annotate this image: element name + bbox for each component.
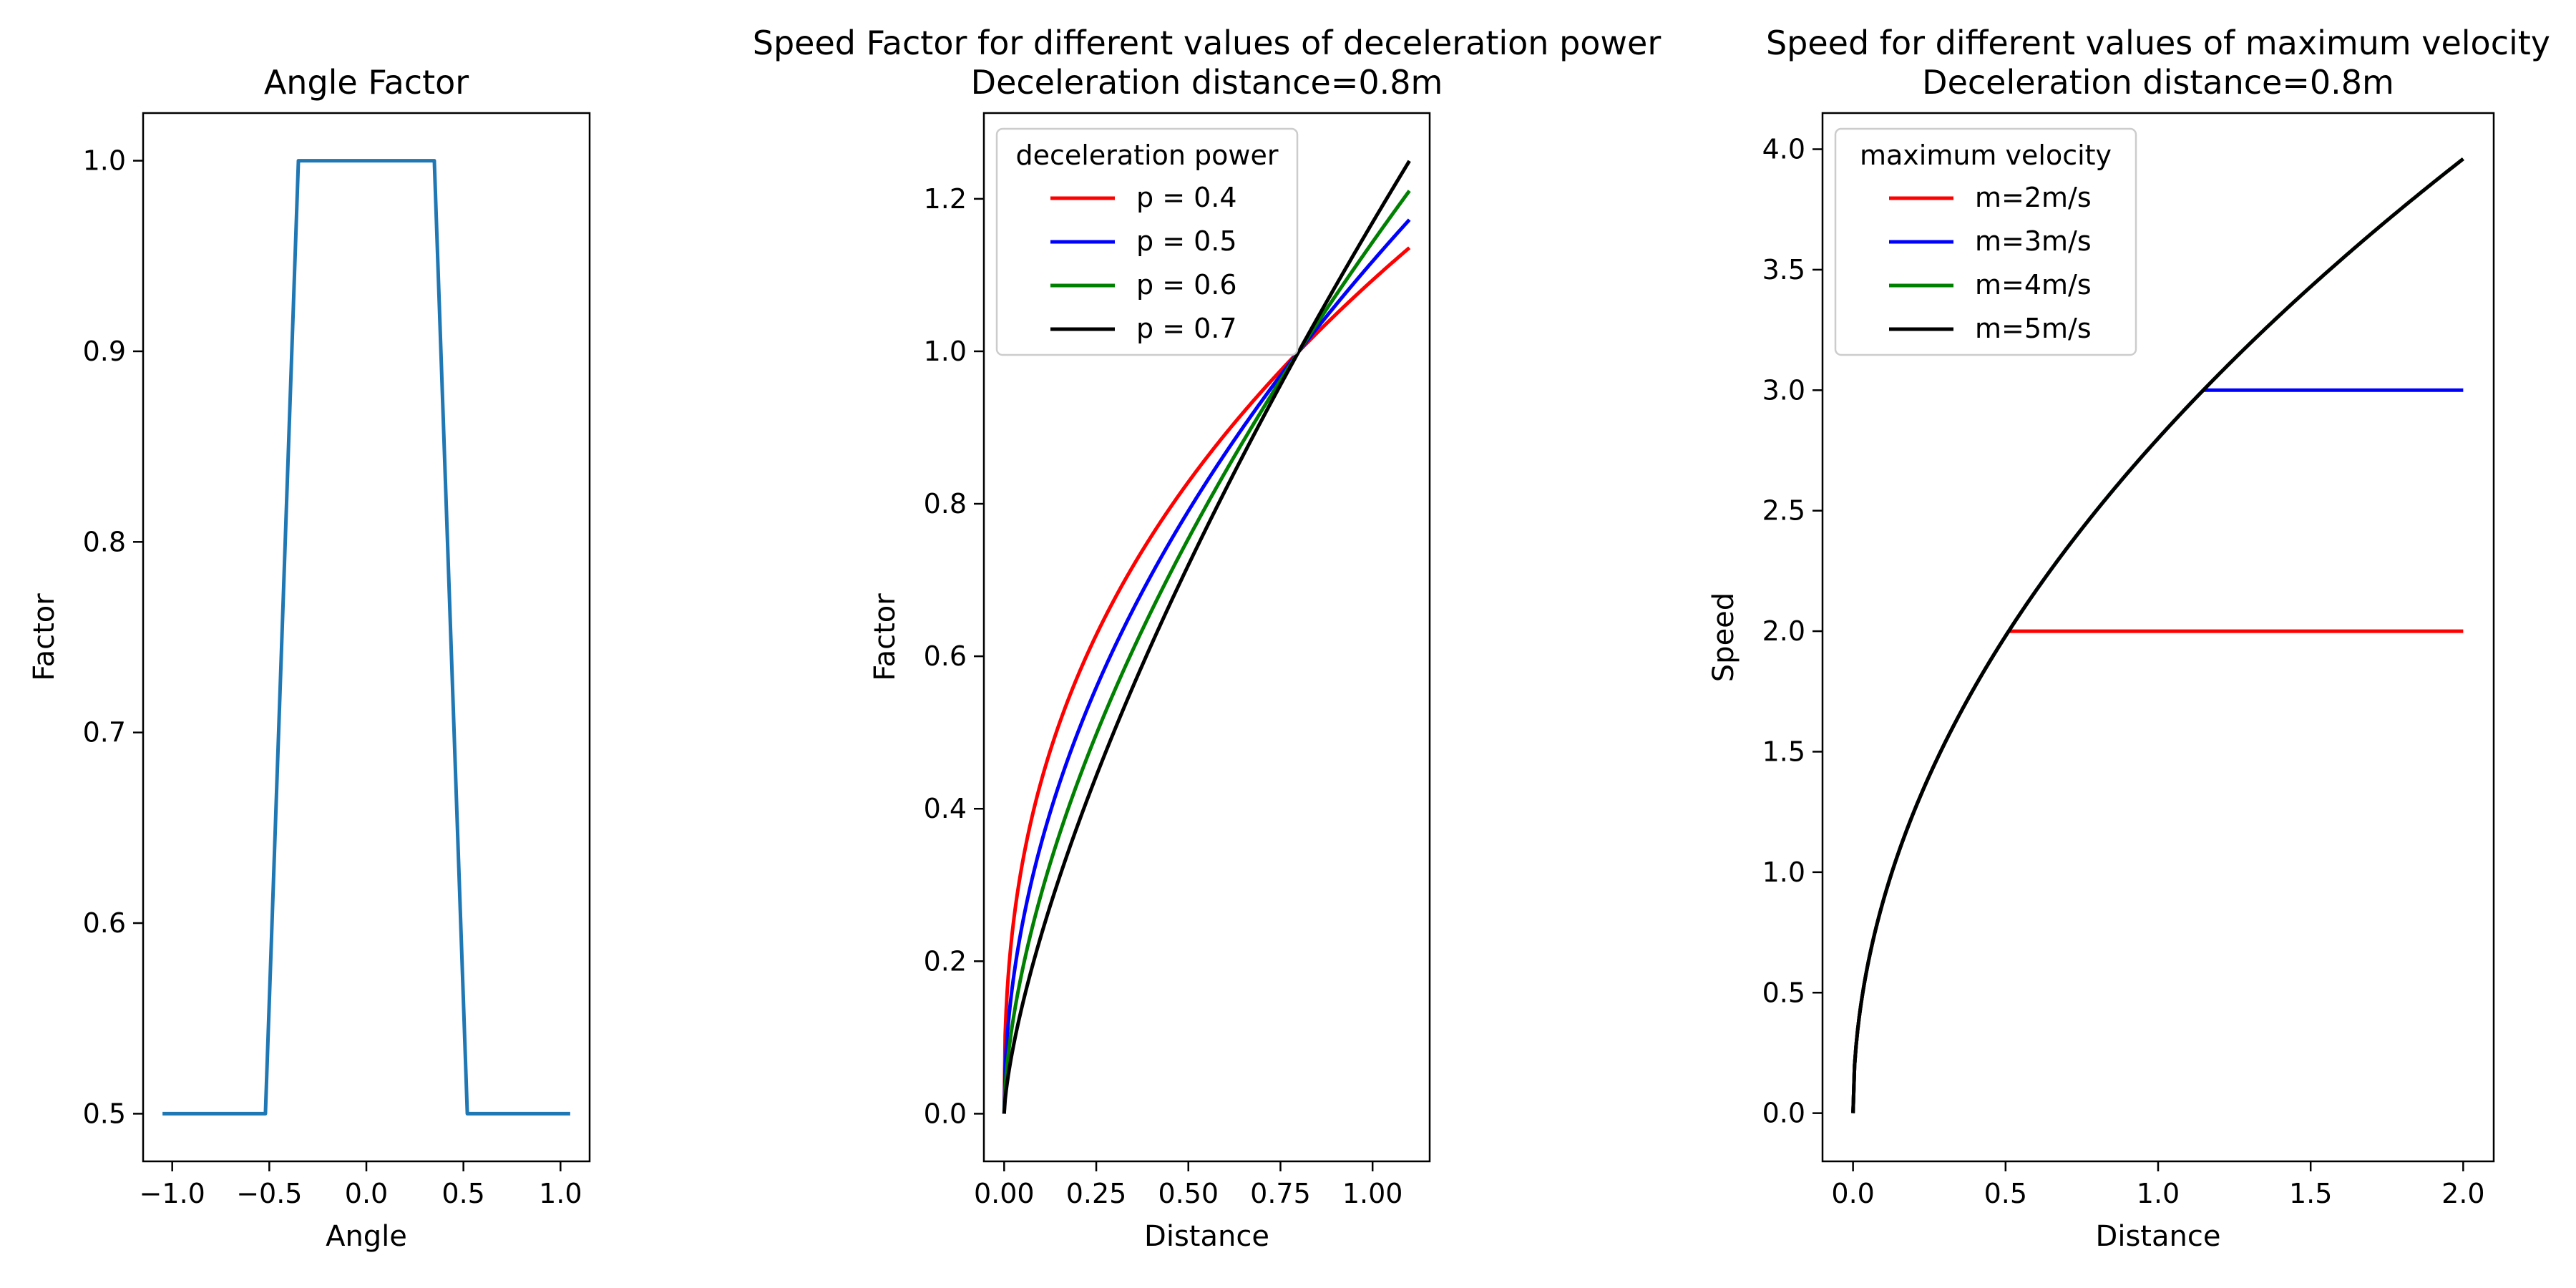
y-axis-label: Speed — [1707, 592, 1740, 682]
chart-title: Speed for different values of maximum ve… — [1766, 24, 2550, 62]
plot-frame — [982, 112, 1431, 1163]
x-tick-label: 1.5 — [2289, 1178, 2332, 1209]
legend: maximum velocity m=2m/s m=3m/s m=4m/s m=5m/s — [1834, 127, 2137, 356]
x-axis-label: Distance — [2096, 1220, 2221, 1253]
x-tick-label: 0.5 — [1984, 1178, 2027, 1209]
series-line-p-0-6 — [1002, 190, 1411, 1114]
y-tick-label: 1.0 — [1762, 857, 1805, 888]
y-tick-label: 0.6 — [83, 907, 126, 939]
y-tick-label: 0.9 — [83, 336, 126, 367]
chart-title: Angle Factor — [264, 63, 469, 102]
y-tick-label: 0.2 — [924, 945, 967, 977]
y-tick-label: 3.5 — [1762, 254, 1805, 286]
chart-panel-2: Speed Factor for different values of dec… — [753, 24, 1662, 1253]
y-axis-label: Factor — [28, 593, 61, 681]
chart-panel-1: Angle Factor −1.0 −0.5 0.0 0.5 1.0 0.5 0.6 0.7 0.… — [28, 63, 591, 1253]
series-line-p-0-7 — [1002, 160, 1411, 1114]
y-tick-label: 1.2 — [924, 183, 967, 215]
y-tick-label: 0.0 — [1762, 1098, 1805, 1129]
y-axis-label: Factor — [869, 593, 902, 681]
x-tick-label: 0.50 — [1158, 1178, 1219, 1209]
chart-subtitle: Deceleration distance=0.8m — [1922, 63, 2394, 102]
y-tick-label: 0.8 — [83, 526, 126, 557]
x-axis-label: Distance — [1144, 1220, 1269, 1253]
legend-entry: m=3m/s — [1975, 225, 2092, 257]
legend: deceleration power p = 0.4 p = 0.5 p = 0.6 p… — [995, 127, 1299, 356]
x-tick-label: 1.0 — [2137, 1178, 2180, 1209]
x-tick-label: 0.0 — [345, 1178, 388, 1209]
legend-box — [1834, 127, 2137, 356]
x-tick-label: 2.0 — [2441, 1178, 2484, 1209]
y-tick-label: 1.0 — [924, 336, 967, 367]
x-tick-label: 1.00 — [1342, 1178, 1403, 1209]
legend-box — [995, 127, 1299, 356]
y-tick-label: 1.0 — [83, 145, 126, 177]
x-tick-label: 0.0 — [1831, 1178, 1874, 1209]
legend-entry: p = 0.4 — [1136, 182, 1237, 213]
legend-entry: m=4m/s — [1975, 269, 2092, 301]
x-tick-label: 0.5 — [441, 1178, 484, 1209]
legend-title: deceleration power — [1016, 140, 1279, 171]
x-tick-label: 0.00 — [974, 1178, 1035, 1209]
y-tick-label: 0.7 — [83, 717, 126, 748]
y-tick-label: 0.5 — [83, 1098, 126, 1129]
legend-entry: p = 0.7 — [1136, 313, 1237, 344]
y-tick-label: 0.8 — [924, 488, 967, 519]
y-tick-label: 4.0 — [1762, 134, 1805, 165]
y-tick-label: 0.0 — [924, 1098, 967, 1129]
legend-entry: m=2m/s — [1975, 182, 2092, 213]
legend-entry: p = 0.6 — [1136, 269, 1237, 301]
x-tick-label: 0.25 — [1066, 1178, 1127, 1209]
legend-entry: m=5m/s — [1975, 313, 2092, 344]
y-tick-label: 2.0 — [1762, 615, 1805, 647]
chart-title: Speed Factor for different values of dec… — [753, 24, 1662, 62]
x-tick-label: 1.0 — [539, 1178, 582, 1209]
x-tick-label: −0.5 — [236, 1178, 302, 1209]
chart-panel-3: Speed for different values of maximum ve… — [1707, 24, 2550, 1253]
y-tick-label: 1.5 — [1762, 736, 1805, 767]
x-tick-label: 0.75 — [1250, 1178, 1311, 1209]
chart-subtitle: Deceleration distance=0.8m — [971, 63, 1443, 102]
y-tick-label: 0.6 — [924, 640, 967, 672]
x-axis-label: Angle — [326, 1220, 407, 1253]
x-tick-label: −1.0 — [140, 1178, 205, 1209]
series-line-m-2m-s — [1851, 629, 2464, 1113]
series-line-m-5m-s — [1851, 157, 2464, 1113]
series-line-p-0-4 — [1002, 246, 1411, 1114]
y-tick-label: 0.5 — [1762, 977, 1805, 1008]
y-tick-label: 0.4 — [924, 793, 967, 824]
y-tick-label: 3.0 — [1762, 374, 1805, 406]
series-line-p-0-5 — [1002, 218, 1411, 1114]
legend-title: maximum velocity — [1860, 140, 2112, 171]
plot-frame — [142, 112, 591, 1163]
series-line-1 — [162, 159, 570, 1116]
y-tick-label: 2.5 — [1762, 495, 1805, 527]
series-line-m-3m-s — [1851, 388, 2464, 1113]
legend-entry: p = 0.5 — [1136, 225, 1237, 257]
